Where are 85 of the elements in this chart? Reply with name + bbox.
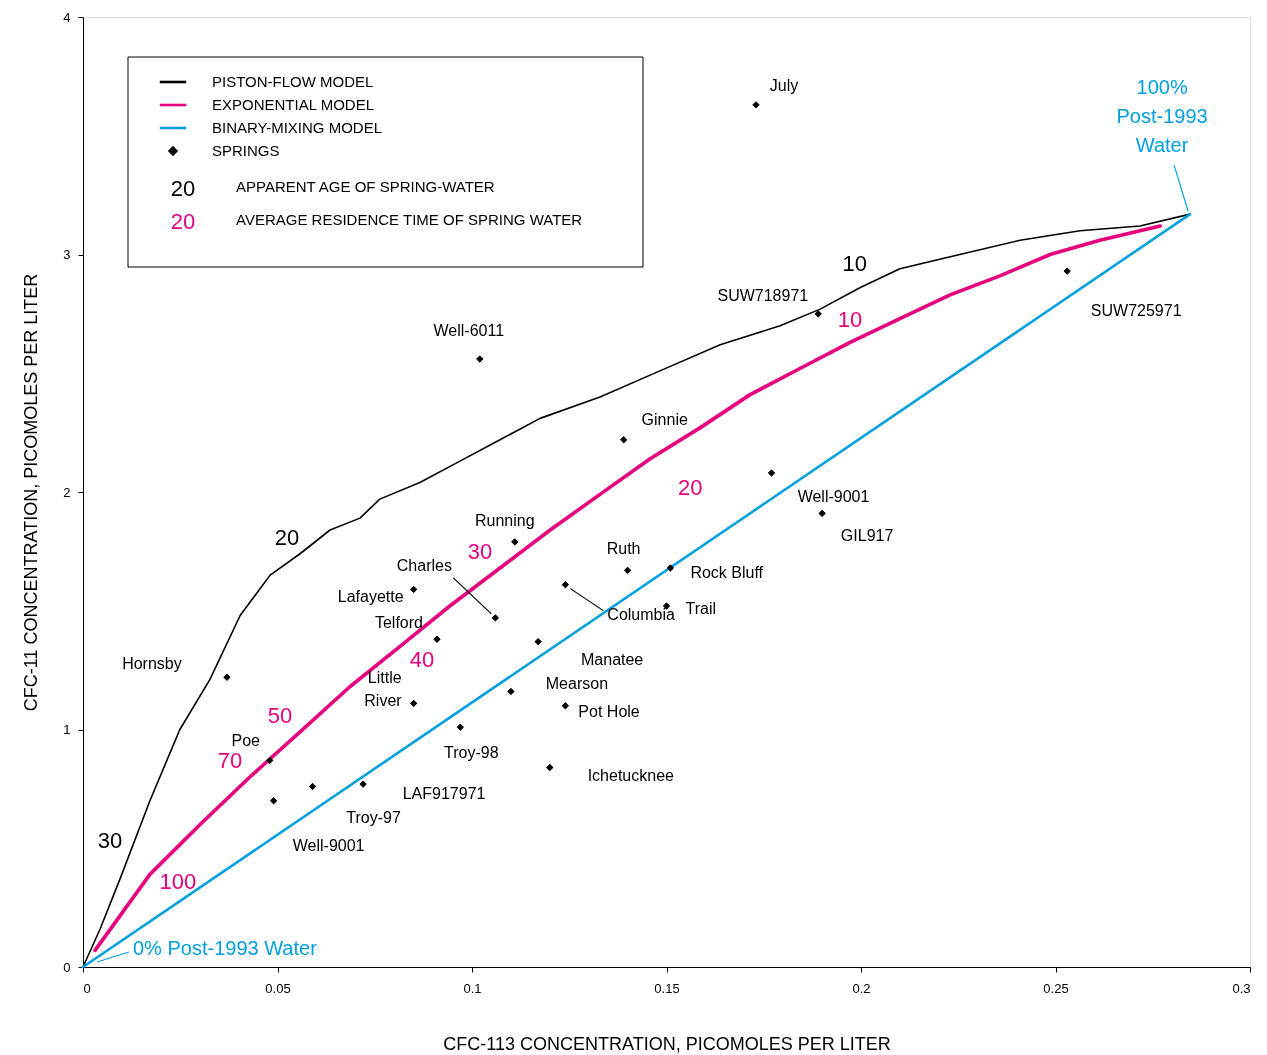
annotation: Poe (231, 732, 261, 750)
point (491, 614, 500, 622)
annotation: LAF917971 (402, 785, 486, 803)
y-tick-label: 1 (63, 722, 71, 737)
point (409, 585, 418, 594)
x-tick-label: 0 (83, 980, 91, 996)
point (546, 763, 554, 772)
point (308, 782, 317, 791)
point (409, 699, 418, 708)
annotation: Troy-98 (444, 744, 499, 762)
annotation: Rock Bluff (690, 564, 764, 581)
point (1063, 267, 1071, 275)
annotation: 30 (97, 828, 123, 854)
annotation: July (769, 76, 799, 94)
annotation: 30 (467, 539, 493, 564)
x-axis-title: CFC-113 CONCENTRATION, PICOMOLES PER LITER (443, 1033, 891, 1054)
point (814, 310, 822, 318)
annotation: SUW725971 (1090, 302, 1182, 320)
y-tick-label: 3 (63, 247, 71, 262)
annotation: Running (474, 511, 535, 529)
point (266, 756, 274, 765)
x-tick-label: 0.05 (265, 980, 291, 996)
annotation: Well-9001 (292, 836, 365, 854)
point (433, 635, 441, 643)
annotation: 100% Post-1993 Water (1116, 76, 1208, 157)
x-tick-label: 0.1 (463, 980, 482, 996)
point (752, 101, 760, 109)
annotation: GIL917 (840, 527, 894, 545)
annotation: Ginnie (641, 410, 688, 428)
annotation: 20 (170, 209, 196, 234)
point (511, 538, 519, 546)
annotation: 10 (837, 307, 863, 333)
annotation: 10 (842, 250, 868, 276)
annotation: Little River (364, 668, 403, 709)
annotation: Columbia (607, 605, 676, 623)
x-tick-label: 0.15 (654, 980, 680, 996)
annotation: 20 (677, 474, 703, 500)
x-tick-label: 0.3 (1232, 980, 1251, 996)
point (269, 797, 278, 805)
point (534, 637, 542, 646)
annotation: 20 (170, 176, 196, 201)
point (223, 673, 231, 681)
point (359, 780, 367, 788)
annotation: Ruth (606, 540, 641, 558)
annotation: Hornsby (122, 655, 182, 673)
annotation: Ichetucknee (587, 766, 675, 784)
point (561, 580, 570, 589)
annotation: APPARENT AGE OF SPRING-WATER (236, 178, 495, 195)
annotation: Trail (685, 600, 717, 617)
annotation: 0% Post-1993 Water (133, 937, 318, 959)
annotation: Troy-97 (346, 808, 401, 826)
y-tick-label: 0 (63, 959, 71, 975)
point (507, 687, 515, 696)
y-tick-label: 4 (63, 9, 71, 25)
annotation: 70 (217, 748, 243, 773)
annotation: Well-6011 (433, 322, 505, 339)
legend-label: PISTON-FLOW MODEL (212, 73, 374, 90)
point (767, 469, 776, 477)
annotation: Telford (374, 614, 423, 632)
annotation: AVERAGE RESIDENCE TIME OF SPRING WATER (236, 211, 583, 228)
annotation: Well-9001 (797, 488, 870, 505)
y-axis-title: CFC-11 CONCENTRATION, PICOMOLES PER LITER (21, 273, 42, 712)
annotation: 40 (409, 647, 435, 673)
annotation: 50 (267, 702, 293, 728)
point (476, 355, 484, 363)
x-tick-label: 0.25 (1043, 980, 1069, 996)
annotation: Manatee (581, 650, 644, 668)
annotation: 20 (274, 525, 300, 551)
point (623, 566, 632, 575)
legend-label: BINARY-MIXING MODEL (212, 119, 383, 136)
point (456, 723, 465, 731)
y-tick-label: 2 (63, 484, 71, 500)
annotation: Lafayette (337, 588, 404, 606)
annotation: Pot Hole (578, 702, 640, 720)
point (620, 436, 628, 444)
point (666, 564, 675, 572)
annotation: 100 (159, 869, 197, 895)
annotation: Mearson (545, 674, 609, 692)
point (561, 702, 570, 710)
x-tick-label: 0.2 (852, 980, 871, 996)
annotation: Charles (396, 556, 452, 574)
legend-label: SPRINGS (212, 142, 280, 159)
legend-label: EXPONENTIAL MODEL (212, 96, 374, 113)
point (818, 509, 826, 518)
annotation: SUW718971 (717, 286, 809, 304)
